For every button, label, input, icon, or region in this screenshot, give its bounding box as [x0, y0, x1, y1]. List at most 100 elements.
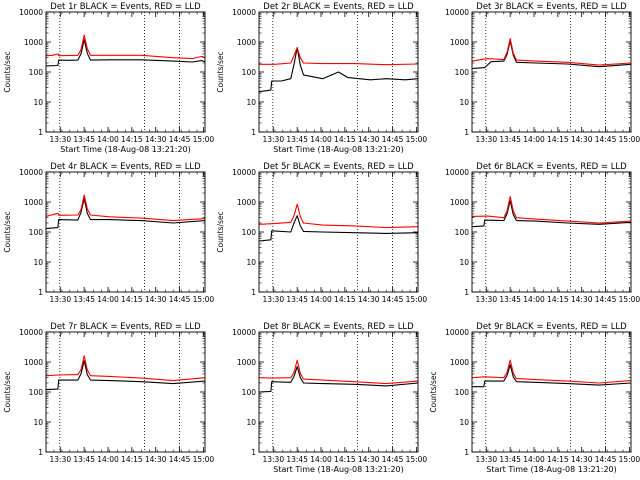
y-tick-label: 10	[246, 98, 256, 107]
lld-series-line	[258, 359, 419, 385]
x-tick-label: 13:30	[49, 455, 71, 464]
y-tick-label: 10	[459, 418, 469, 427]
chart-panel-6: Det 6r BLACK = Events, RED = LLD 1 10 100 10…	[426, 160, 640, 320]
y-tick-label: 100	[29, 388, 44, 397]
x-tick-label: 14:45	[169, 135, 191, 144]
y-axis-label: Counts/sec	[3, 371, 12, 412]
x-tick-label: 13:30	[49, 135, 71, 144]
x-tick-label: 14:00	[97, 295, 119, 304]
chart-panel-1: Det 1r BLACK = Events, RED = LLD 1 10 100 10…	[0, 0, 215, 160]
y-tick-label: 10	[33, 418, 43, 427]
lld-series-line	[471, 359, 632, 384]
chart-svg-1: Det 1r BLACK = Events, RED = LLD 1 10 100 10…	[3, 2, 215, 154]
y-tick-label: 1	[251, 128, 256, 137]
x-tick-label: 14:30	[571, 295, 593, 304]
plot-frame	[471, 331, 632, 453]
chart-panel-9: Det 9r BLACK = Events, RED = LLD 1 10 100 10…	[426, 320, 640, 480]
x-tick-label: 13:30	[262, 455, 284, 464]
x-tick-label: 14:15	[334, 135, 356, 144]
x-tick-label: 14:45	[169, 295, 191, 304]
chart-svg-8: Det 8r BLACK = Events, RED = LLD 1 10 100 10…	[232, 322, 427, 474]
x-tick-label: 14:00	[523, 455, 545, 464]
chart-svg-3: Det 3r BLACK = Events, RED = LLD 1 10 100 10…	[445, 2, 640, 144]
chart-panel-4: Det 4r BLACK = Events, RED = LLD 1 10 100 10…	[0, 160, 214, 320]
plot-frame	[45, 331, 206, 453]
y-tick-label: 1000	[24, 358, 43, 367]
x-tick-label: 13:45	[73, 455, 95, 464]
y-tick-label: 100	[242, 228, 257, 237]
x-tick-label: 14:30	[358, 295, 380, 304]
chart-panel-8: Det 8r BLACK = Events, RED = LLD 1 10 100 10…	[213, 320, 427, 480]
x-tick-label: 13:30	[49, 295, 71, 304]
y-tick-label: 100	[455, 388, 470, 397]
x-tick-label: 14:15	[334, 455, 356, 464]
x-tick-label: 14:30	[571, 135, 593, 144]
plot-frame	[471, 171, 632, 293]
lld-series-line	[45, 194, 206, 222]
y-tick-label: 10000	[19, 168, 43, 177]
x-tick-label: 14:30	[358, 135, 380, 144]
y-tick-label: 1	[464, 448, 469, 457]
y-tick-label: 1	[38, 448, 43, 457]
events-series-line	[45, 198, 206, 230]
chart-title: Det 8r BLACK = Events, RED = LLD	[263, 322, 414, 332]
x-tick-label: 14:45	[382, 295, 404, 304]
y-tick-label: 10000	[232, 328, 256, 337]
y-tick-label: 1	[251, 448, 256, 457]
x-tick-label: 15:00	[619, 455, 640, 464]
x-tick-label: 14:45	[595, 295, 617, 304]
y-tick-label: 100	[455, 228, 470, 237]
x-tick-label: 14:00	[523, 295, 545, 304]
x-tick-label: 14:45	[382, 455, 404, 464]
x-tick-label: 14:00	[97, 135, 119, 144]
y-tick-label: 10000	[232, 168, 256, 177]
x-tick-label: 14:15	[547, 135, 569, 144]
events-series-line	[45, 39, 206, 67]
x-tick-label: 13:45	[286, 455, 308, 464]
y-axis-label: Counts/sec	[216, 51, 225, 92]
y-tick-label: 10	[246, 418, 256, 427]
x-tick-label: 14:30	[145, 135, 167, 144]
chart-title: Det 2r BLACK = Events, RED = LLD	[263, 2, 414, 12]
x-tick-label: 13:45	[286, 135, 308, 144]
x-tick-label: 14:30	[145, 295, 167, 304]
y-tick-label: 1000	[450, 198, 469, 207]
chart-title: Det 7r BLACK = Events, RED = LLD	[50, 322, 201, 332]
chart-svg-4: Det 4r BLACK = Events, RED = LLD 1 10 100 10…	[3, 162, 214, 304]
x-tick-label: 13:30	[262, 135, 284, 144]
x-tick-label: 13:30	[475, 135, 497, 144]
plot-frame	[471, 11, 632, 133]
x-tick-label: 14:30	[358, 455, 380, 464]
y-tick-label: 10000	[445, 8, 469, 17]
x-tick-label: 13:45	[286, 295, 308, 304]
chart-svg-5: Det 5r BLACK = Events, RED = LLD 1 10 100 10…	[216, 162, 428, 304]
y-axis-label: Counts/sec	[216, 211, 225, 252]
x-tick-label: 15:00	[406, 135, 428, 144]
plot-frame	[258, 171, 419, 293]
y-tick-label: 1	[464, 288, 469, 297]
y-tick-label: 10	[246, 258, 256, 267]
y-tick-label: 1	[38, 128, 43, 137]
y-tick-label: 100	[455, 68, 470, 77]
lld-series-line	[471, 38, 632, 66]
x-axis-label: Start Time (18-Aug-08 13:21:20)	[273, 465, 404, 474]
y-tick-label: 1000	[237, 358, 256, 367]
x-tick-label: 14:00	[310, 135, 332, 144]
y-tick-label: 10	[459, 258, 469, 267]
y-tick-label: 100	[242, 388, 257, 397]
x-tick-label: 14:15	[121, 295, 143, 304]
x-tick-label: 14:15	[547, 455, 569, 464]
x-tick-label: 15:00	[193, 135, 215, 144]
chart-title: Det 4r BLACK = Events, RED = LLD	[50, 162, 201, 172]
y-tick-label: 100	[29, 68, 44, 77]
x-tick-label: 15:00	[406, 295, 428, 304]
plot-frame	[45, 11, 206, 133]
y-tick-label: 10000	[19, 328, 43, 337]
x-tick-label: 13:30	[475, 455, 497, 464]
x-tick-label: 14:45	[595, 135, 617, 144]
x-tick-label: 13:45	[73, 135, 95, 144]
lld-series-line	[258, 203, 419, 229]
y-tick-label: 1	[251, 288, 256, 297]
x-tick-label: 14:00	[97, 455, 119, 464]
